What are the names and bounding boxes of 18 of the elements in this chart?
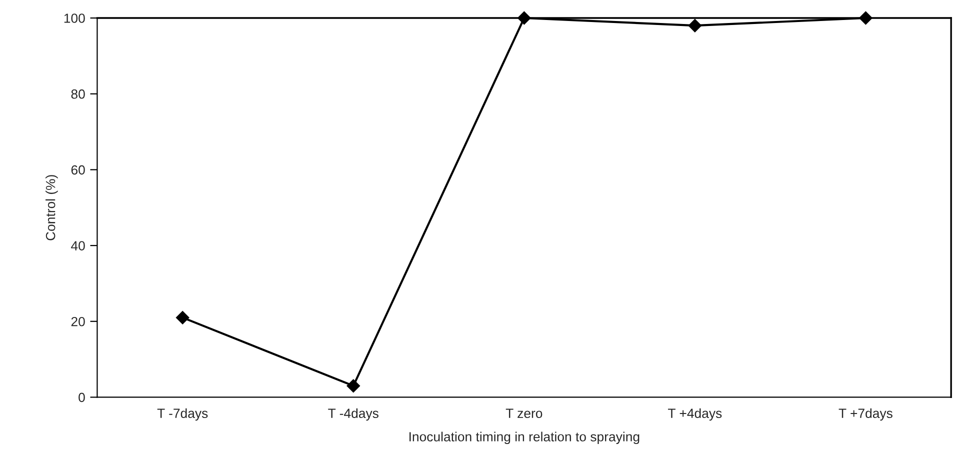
y-tick-label: 20 xyxy=(71,316,85,326)
x-axis-title: Inoculation timing in relation to spraying xyxy=(409,432,640,444)
x-tick-label: T +7days xyxy=(838,408,892,421)
point xyxy=(346,379,360,392)
point xyxy=(518,11,531,25)
point xyxy=(859,11,872,25)
x-tick-label: T -4days xyxy=(328,408,378,421)
y-tick-label: 100 xyxy=(64,14,85,23)
x-tick-label: T -7days xyxy=(157,408,208,421)
point xyxy=(176,310,190,324)
y-tick-label: 60 xyxy=(71,165,85,175)
x-tick-label: T zero xyxy=(506,408,542,418)
y-axis-title: Control (%) xyxy=(46,175,58,240)
x-tick-label: T +4days xyxy=(668,408,722,421)
y-tick-label: 40 xyxy=(71,241,85,250)
y-tick-label: 0 xyxy=(78,392,85,402)
point xyxy=(688,19,702,32)
y-tick-label: 80 xyxy=(71,89,85,99)
